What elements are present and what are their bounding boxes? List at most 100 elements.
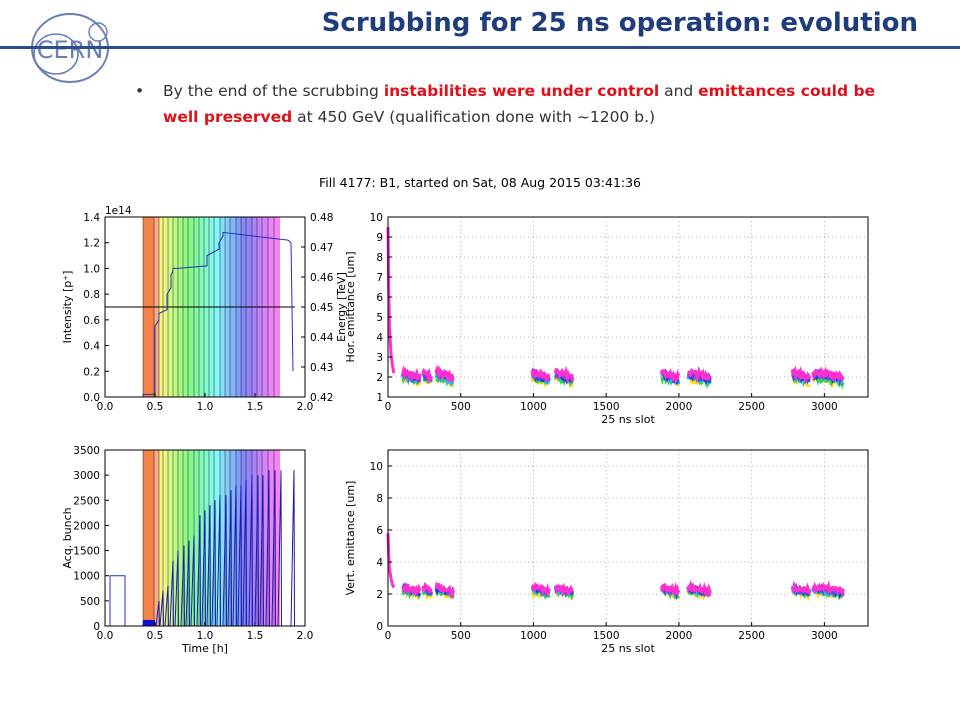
bullet-text-1: By the end of the scrubbing [163,82,384,100]
acq-ramp [206,505,211,627]
intensity-ytick-label: 0.0 [83,392,100,404]
hor-emittance-ytick-label: 1 [376,392,383,404]
acq-ytick-label: 2000 [73,520,100,532]
acq-ramp [196,515,201,627]
vert-emittance-xtick-label: 3000 [811,630,838,642]
acq-band [173,450,178,626]
acq-band [194,450,199,626]
vert-emittance-train-points [686,579,712,599]
acq-band [230,450,236,626]
vert-emittance-xtick-label: 2500 [738,630,765,642]
figure-suptitle: Fill 4177: B1, started on Sat, 08 Aug 20… [319,175,641,190]
vert-emittance-ytick-label: 4 [376,557,383,569]
vert-emittance-xtick-label: 1000 [520,630,547,642]
acq-band [225,450,230,626]
acq-ramp [227,490,232,627]
vert-emittance-startup-points [386,533,396,589]
acq-ramp [185,540,190,627]
hor-emittance-ylabel: Hor. emittance [um] [344,252,357,363]
vert-emittance-xtick-label: 1500 [593,630,620,642]
acq-ramp [190,535,195,627]
intensity-xtick-label: 0.0 [97,401,114,413]
bullet-text-2: and [659,82,699,100]
acq-band [246,450,252,626]
vert-emittance-train-points [434,581,456,600]
bullet-dot: • [135,82,145,100]
intensity-ytick-label: 1.0 [83,263,100,275]
fill-figure: Fill 4177: B1, started on Sat, 08 Aug 20… [61,175,869,655]
acq-ramp [290,470,295,627]
hor-emittance-train-points [687,365,712,384]
acq-ytick-label: 2500 [73,495,100,507]
hor-emittance-ytick-label: 4 [376,332,383,344]
energy-ytick-label: 0.44 [310,332,334,344]
acq-ramp [159,590,164,627]
vert-emittance-train-points [401,583,422,598]
hor-emittance-xtick-label: 2000 [666,401,693,413]
vert-emittance-xlabel: 25 ns slot [601,642,655,655]
page-title: Scrubbing for 25 ns operation: evolution [321,8,918,38]
vert-emittance-train-points [790,580,812,596]
intensity-ytick-label: 0.2 [83,366,100,378]
vert-emittance-ytick-label: 8 [376,493,383,505]
vert-emittance-xtick-label: 2000 [666,630,693,642]
energy-ytick-label: 0.42 [310,392,333,404]
intensity-ytick-label: 0.6 [83,315,100,327]
vert-emittance-train-points [530,582,552,597]
acq-band [257,450,262,626]
vert-emittance-train-points [811,580,845,599]
vert-emittance-xtick-label: 0 [385,630,392,642]
acq-ytick-label: 3000 [73,470,100,482]
vert-emittance-ylabel: Vert. emittance [um] [344,481,357,596]
acq-band [274,450,280,626]
acq-band [178,450,183,626]
acq-ramp [259,475,264,627]
hor-emittance-train-points [530,368,551,383]
acq-ramp [164,585,169,627]
acq-ytick-label: 0 [93,621,100,633]
hor-emittance-xtick-label: 2500 [738,401,765,413]
acq-ramp [211,500,216,627]
intensity-xtick-label: 2.0 [297,401,314,413]
energy-ytick-label: 0.43 [310,362,333,374]
acq-ramp [174,550,179,627]
hor-emittance-train-points [790,365,812,385]
energy-ytick-label: 0.48 [310,212,333,224]
acq-band [236,450,241,626]
hor-emittance-ytick-label: 10 [370,212,383,224]
bullet-highlight-2: emittances could be well preserved [163,82,876,126]
intensity-xtick-label: 0.5 [147,401,164,413]
logo-text: CERN [37,36,104,64]
hor-emittance-ytick-label: 6 [376,292,383,304]
vert-emittance-train-points [421,581,433,595]
intensity-line [142,231,294,397]
hor-emittance-train-points [400,365,422,384]
acq-ytick-label: 500 [80,596,100,608]
vert-emittance-train-points [554,582,574,597]
intensity-offset-label: 1e14 [105,205,132,217]
energy-ytick-label: 0.45 [310,302,333,314]
acq-band [154,450,159,626]
bullet-highlight-1: instabilities were under control [383,82,660,100]
hor-emittance-xtick-label: 0 [385,401,392,413]
energy-ytick-label: 0.46 [310,272,334,284]
acq-band [214,450,220,626]
acq-ramp [248,475,253,627]
acq-ramp [222,495,227,627]
acq-ramp [265,470,270,627]
acq-ramp [237,485,242,627]
hor-emittance-train-points [434,364,455,384]
hor-emittance-train-points [659,368,681,385]
hor-emittance-ytick-label: 2 [376,372,383,384]
acq-ytick-label: 1000 [73,571,100,583]
acq-xtick-label: 1.0 [197,630,214,642]
hor-emittance-train-points [553,365,575,385]
header-rule [0,46,960,49]
acq-band [220,450,225,626]
intensity-ylabel: Intensity [p⁺] [61,271,74,344]
vert-emittance-frame [387,449,869,627]
energy-ytick-label: 0.47 [310,242,333,254]
acq-ytick-label: 3500 [73,445,100,457]
acq-ramp [216,495,221,627]
acq-ramp [232,485,237,627]
